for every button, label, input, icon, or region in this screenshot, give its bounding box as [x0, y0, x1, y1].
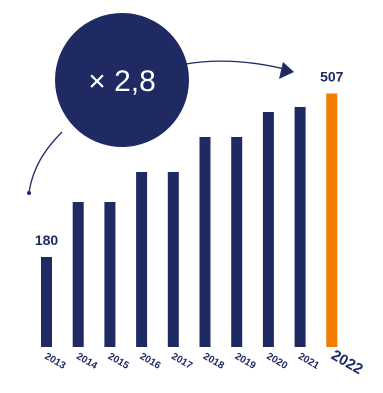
x-axis-labels: 2013 2014 2015 2016 2017 2018 2019 2020 2021 2022 — [43, 347, 366, 378]
bar-2019 — [231, 137, 243, 347]
growth-bubble: × 2,8 — [55, 13, 189, 147]
data-labels: 180 507 — [35, 69, 344, 249]
bar-2015 — [104, 202, 116, 347]
bars-group — [41, 93, 338, 347]
x-tick-label-2017: 2017 — [169, 351, 194, 372]
x-tick-label-2022: 2022 — [328, 347, 365, 378]
x-tick-label-2014: 2014 — [74, 351, 99, 372]
bar-2021 — [294, 107, 306, 347]
x-tick-label-2020: 2020 — [264, 351, 289, 372]
x-tick-label-2021: 2021 — [296, 351, 321, 372]
bar-2018 — [199, 137, 211, 347]
x-tick-label-2015: 2015 — [106, 351, 131, 372]
bar-2017 — [167, 172, 179, 347]
bar-2016 — [136, 172, 148, 347]
bar-2020 — [262, 112, 274, 347]
bar-2013 — [41, 257, 52, 347]
growth-multiplier-label: × 2,8 — [88, 65, 156, 98]
baseline-connector-dot — [27, 191, 31, 195]
bar-2022 — [326, 93, 338, 347]
x-tick-label-2016: 2016 — [138, 351, 163, 372]
bubble-circle — [55, 13, 189, 147]
growth-arrow-head — [279, 62, 294, 79]
x-tick-label-2013: 2013 — [43, 351, 68, 372]
data-label-first: 180 — [35, 232, 59, 248]
bar-2014 — [72, 202, 84, 347]
x-tick-label-2019: 2019 — [233, 351, 258, 372]
data-label-last: 507 — [320, 69, 344, 85]
baseline-connector-line — [28, 131, 63, 193]
x-tick-label-2018: 2018 — [201, 351, 226, 372]
growth-arrow-line — [185, 60, 289, 71]
